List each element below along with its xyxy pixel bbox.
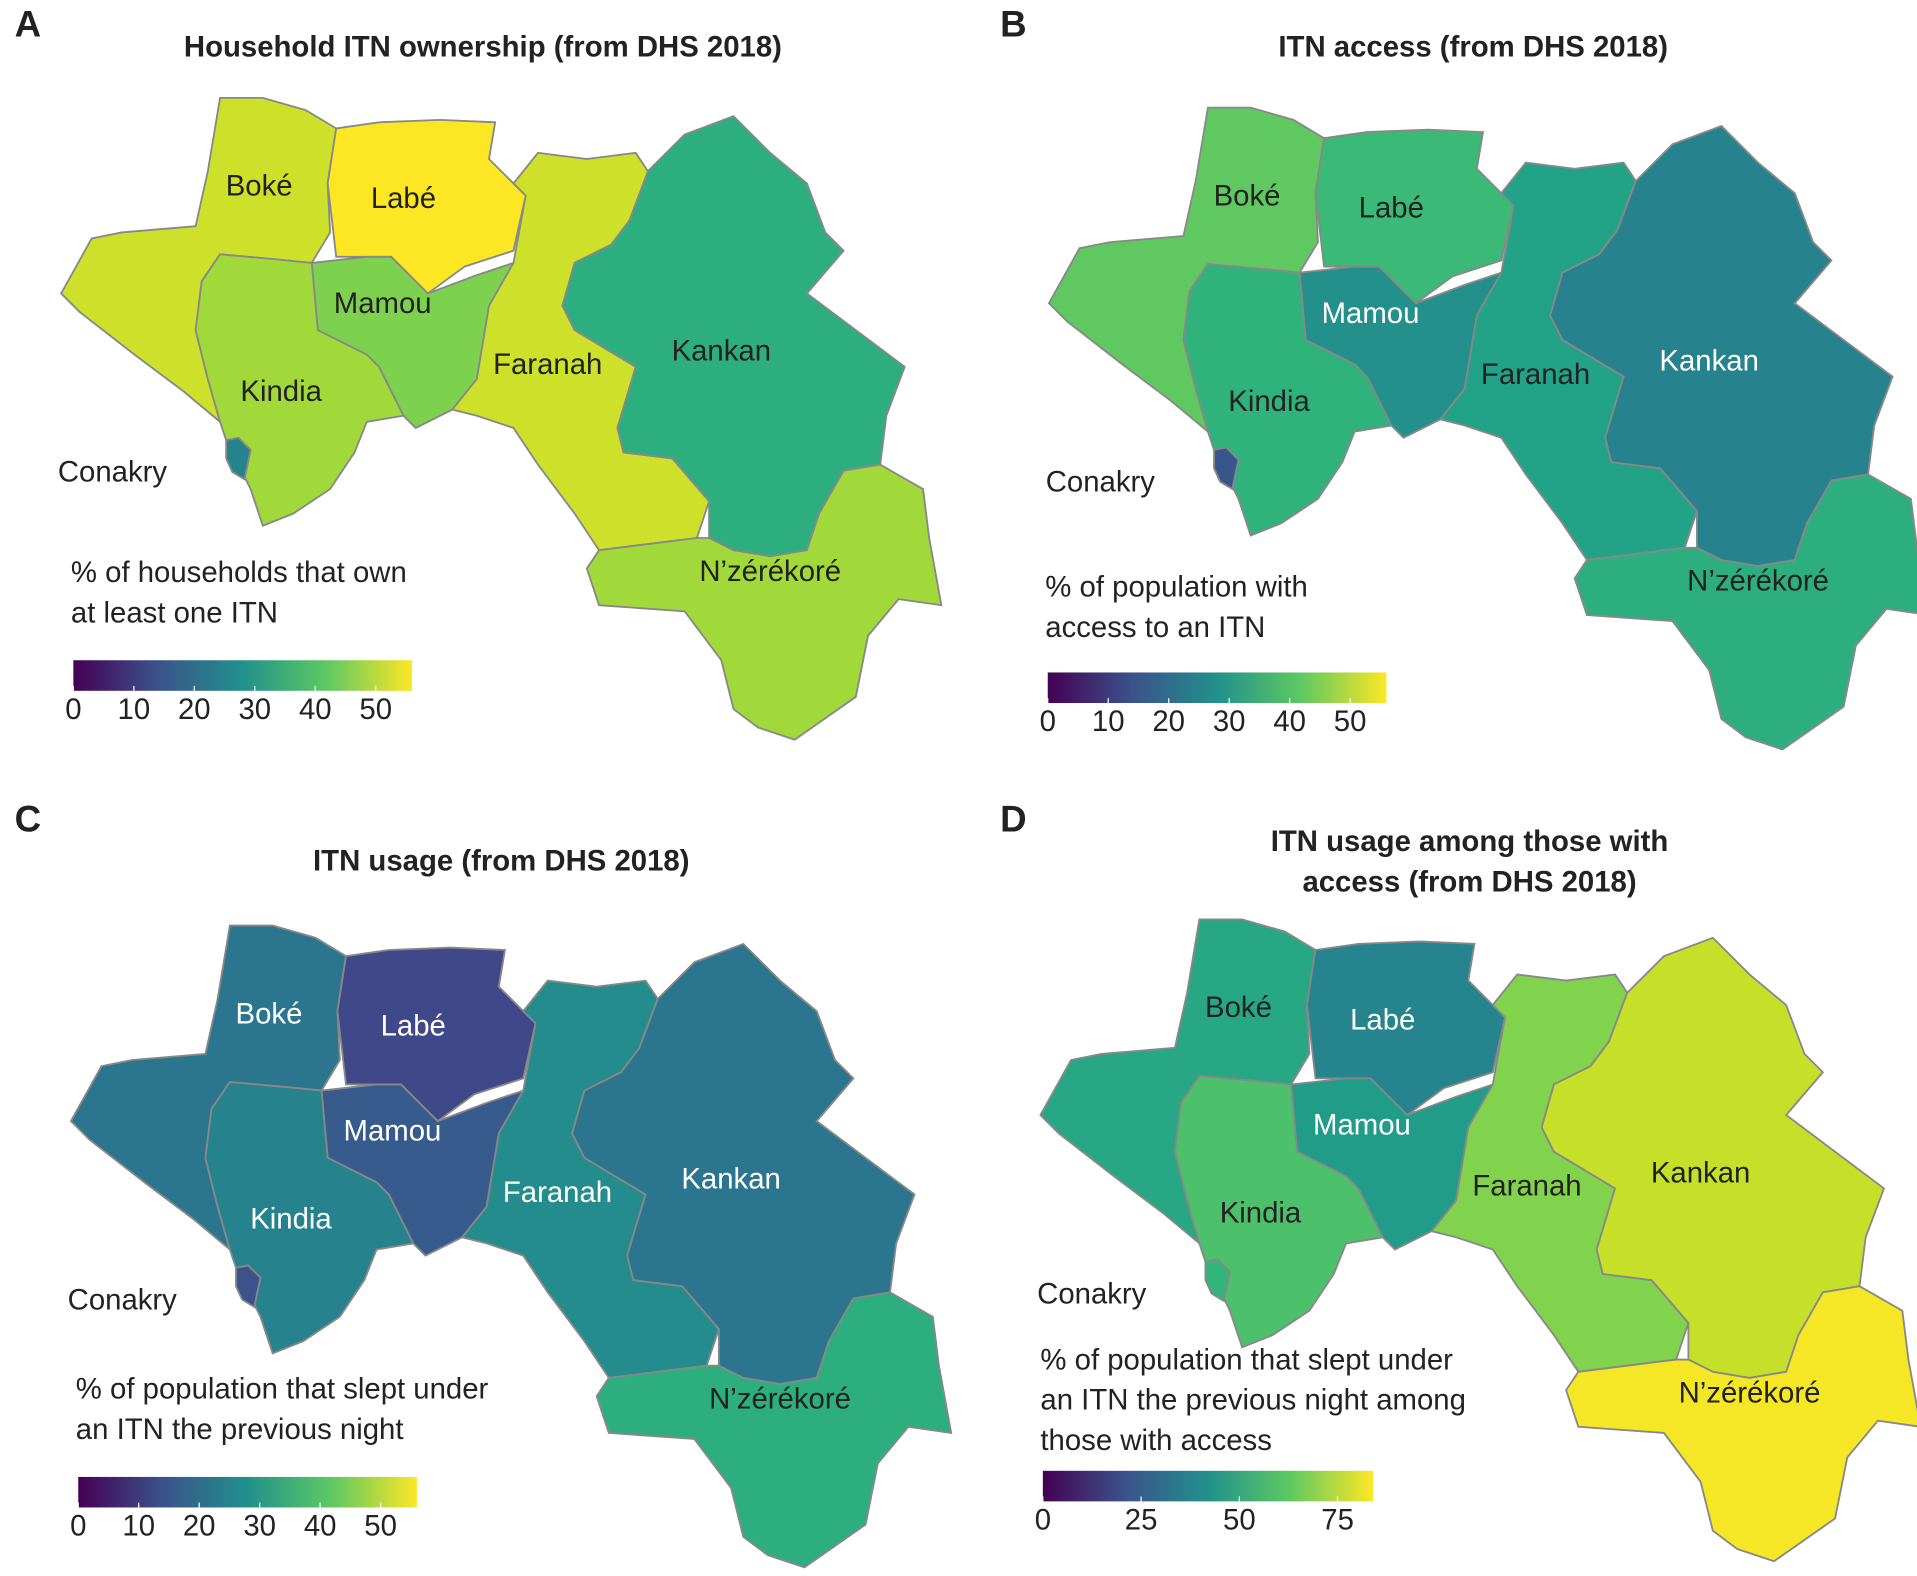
- colorbar-tick-label: 20: [1152, 705, 1185, 738]
- region-label: Labé: [371, 182, 436, 215]
- legend-title: % of population with: [1045, 571, 1308, 604]
- region-label: N’zérékoré: [1687, 565, 1829, 598]
- region-label: Faranah: [1472, 1170, 1581, 1203]
- region: [326, 118, 527, 295]
- region: [1573, 473, 1917, 751]
- region-label: Kindia: [1220, 1197, 1302, 1230]
- region-label: Faranah: [1481, 358, 1590, 391]
- region: [1565, 1285, 1917, 1563]
- region-label: Conakry: [58, 456, 168, 489]
- region-label: Labé: [1350, 1003, 1415, 1036]
- region-label: Conakry: [68, 1283, 178, 1316]
- colorbar-tick-label: 50: [364, 1510, 397, 1543]
- region: [235, 1264, 262, 1309]
- legend-title: % of households that own: [71, 556, 407, 589]
- region-label: N’zérékoré: [709, 1382, 851, 1415]
- panel-letter: A: [15, 4, 41, 45]
- map: Boké Labé Mamou Kindia Faranah Kankan N’zéréko…: [1046, 106, 1917, 751]
- region-label: Boké: [1214, 179, 1281, 212]
- legend-title: at least one ITN: [71, 596, 278, 629]
- colorbar: [78, 1476, 417, 1508]
- colorbar-tick-label: 50: [1223, 1503, 1256, 1536]
- region: [585, 463, 943, 741]
- colorbar-tick-label: 30: [238, 693, 271, 726]
- legend-title: those with access: [1040, 1424, 1271, 1457]
- region-label: Kindia: [250, 1203, 332, 1236]
- panel-title: ITN access (from DHS 2018): [1278, 30, 1668, 63]
- region-label: N’zérékoré: [699, 555, 841, 588]
- region-label: Conakry: [1037, 1277, 1147, 1310]
- region: [1204, 1258, 1231, 1303]
- colorbar-tick-label: 40: [1273, 705, 1306, 738]
- region-label: Mamou: [344, 1115, 442, 1148]
- legend-title: % of population that slept under: [76, 1373, 489, 1406]
- region-label: Mamou: [334, 287, 432, 320]
- colorbar-tick-label: 30: [243, 1510, 276, 1543]
- colorbar-tick-label: 25: [1125, 1503, 1158, 1536]
- colorbar-tick-label: 30: [1213, 705, 1246, 738]
- panel-letter: B: [1000, 4, 1026, 45]
- region-label: N’zérékoré: [1679, 1376, 1821, 1409]
- region-label: Labé: [1359, 192, 1424, 225]
- region: [1314, 128, 1515, 305]
- colorbar-tick-label: 40: [304, 1510, 337, 1543]
- region-label: Labé: [381, 1010, 446, 1043]
- region-label: Mamou: [1322, 297, 1420, 330]
- colorbar-tick-label: 10: [122, 1510, 155, 1543]
- region: [595, 1291, 953, 1569]
- region-label: Kindia: [1228, 385, 1310, 418]
- panel-letter: D: [1000, 798, 1026, 839]
- colorbar-tick-label: 10: [118, 693, 151, 726]
- colorbar-tick-label: 20: [178, 693, 211, 726]
- region-label: Conakry: [1046, 466, 1156, 499]
- region-label: Boké: [1205, 991, 1272, 1024]
- region-label: Mamou: [1313, 1109, 1411, 1142]
- region-label: Kankan: [1651, 1156, 1750, 1189]
- colorbar: [1047, 672, 1387, 704]
- region-label: Boké: [226, 170, 293, 203]
- colorbar-tick-label: 75: [1321, 1503, 1354, 1536]
- region-label: Kankan: [681, 1162, 780, 1195]
- region-label: Faranah: [493, 348, 602, 381]
- map: Boké Labé Mamou Kindia Faranah Kankan N’zéréko…: [58, 96, 943, 741]
- region-label: Boké: [236, 997, 303, 1030]
- colorbar-tick-label: 10: [1092, 705, 1125, 738]
- panel-title: access (from DHS 2018): [1302, 865, 1636, 898]
- colorbar-tick-label: 50: [1334, 705, 1367, 738]
- region: [336, 946, 537, 1123]
- map: Boké Labé Mamou Kindia Faranah Kankan N’zéréko…: [1037, 918, 1917, 1563]
- colorbar-tick-label: 40: [299, 693, 332, 726]
- colorbar: [1042, 1470, 1373, 1502]
- map: Boké Labé Mamou Kindia Faranah Kankan N’zéréko…: [68, 924, 953, 1569]
- colorbar-tick-label: 0: [1040, 705, 1056, 738]
- colorbar-tick-label: 20: [183, 1510, 216, 1543]
- colorbar: [73, 660, 413, 691]
- colorbar-tick-label: 0: [70, 1510, 86, 1543]
- legend-title: access to an ITN: [1045, 611, 1265, 644]
- region-label: Kankan: [672, 335, 771, 368]
- region-label: Kindia: [240, 375, 322, 408]
- panel-letter: C: [15, 798, 41, 839]
- region-label: Kankan: [1659, 344, 1758, 377]
- panel-title: ITN usage (from DHS 2018): [313, 845, 689, 878]
- panel-title: ITN usage among those with: [1271, 825, 1669, 858]
- colorbar-tick-label: 50: [359, 693, 392, 726]
- colorbar-tick-label: 0: [1035, 1503, 1051, 1536]
- colorbar-tick-label: 0: [65, 693, 81, 726]
- region: [1213, 446, 1240, 491]
- legend-title: an ITN the previous night among: [1040, 1384, 1466, 1417]
- region: [225, 436, 252, 481]
- region: [1306, 940, 1506, 1117]
- legend-title: % of population that slept under: [1040, 1343, 1453, 1376]
- panel-title: Household ITN ownership (from DHS 2018): [184, 30, 782, 63]
- legend-title: an ITN the previous night: [76, 1413, 404, 1446]
- region-label: Faranah: [503, 1176, 612, 1209]
